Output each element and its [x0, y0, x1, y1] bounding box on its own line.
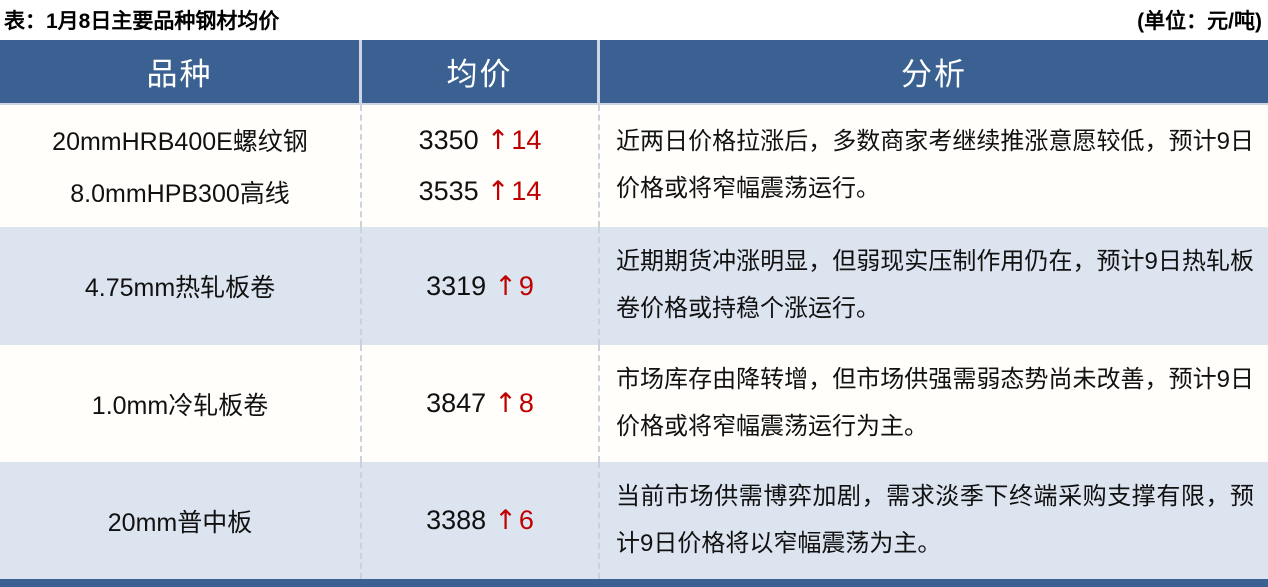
analysis-cell: 近期期货冲涨明显，但弱现实压制作用仍在，预计9日热轧板卷价格或持稳个涨运行。 [600, 227, 1268, 345]
price-change: 14 [511, 125, 542, 155]
unit-label: (单位：元/吨) [1137, 10, 1262, 33]
price-value: 3350 ↑14 [418, 125, 542, 156]
up-arrow-icon: ↑ [494, 270, 517, 302]
analysis-text: 近两日价格拉涨后，多数商家考继续推涨意愿较低，预计9日价格或将窄幅震荡运行。 [616, 128, 1254, 202]
table-row: 20mm普中板 3388 ↑6 当前市场供需博弈加剧，需求淡季下终端采购支撑有限，… [0, 462, 1268, 579]
title-bar: 表：1月8日主要品种钢材均价 (单位：元/吨) [0, 0, 1268, 40]
table-row: 1.0mm冷轧板卷 3847 ↑8 市场库存由降转增，但市场供强需弱态势尚未改善，… [0, 345, 1268, 462]
variety-cell: 1.0mm冷轧板卷 [0, 345, 362, 462]
bottom-accent-bar [0, 579, 1268, 587]
analysis-text: 当前市场供需博弈加剧，需求淡季下终端采购支撑有限，预计9日价格将以窄幅震荡为主。 [616, 482, 1254, 557]
price-value: 3535 ↑14 [418, 176, 542, 207]
analysis-cell: 市场库存由降转增，但市场供强需弱态势尚未改善，预计9日价格或将窄幅震荡运行为主。 [600, 345, 1268, 462]
table-row: 20mmHRB400E螺纹钢 8.0mmHPB300高线 3350 ↑14 353… [0, 105, 1268, 227]
variety-cell: 20mmHRB400E螺纹钢 8.0mmHPB300高线 [0, 105, 362, 227]
product-name: 4.75mm热轧板卷 [84, 274, 276, 302]
variety-cell: 20mm普中板 [0, 462, 362, 579]
price-cell: 3847 ↑8 [362, 345, 600, 462]
price-value: 3319 ↑9 [426, 270, 534, 302]
product-name: 20mm普中板 [107, 508, 253, 537]
analysis-cell: 当前市场供需博弈加剧，需求淡季下终端采购支撑有限，预计9日价格将以窄幅震荡为主。 [600, 462, 1268, 579]
price-change: 6 [518, 505, 534, 535]
price-cell: 3388 ↑6 [362, 462, 600, 579]
col-header-analysis: 分析 [901, 57, 967, 92]
product-name: 8.0mmHPB300高线 [70, 180, 290, 209]
up-arrow-icon: ↑ [494, 388, 517, 419]
price-change: 14 [511, 176, 542, 206]
analysis-text: 市场库存由降转增，但市场供强需弱态势尚未改善，预计9日价格或将窄幅震荡运行为主。 [616, 365, 1254, 440]
table-row: 4.75mm热轧板卷 3319 ↑9 近期期货冲涨明显，但弱现实压制作用仍在，预计… [0, 227, 1268, 345]
table-title: 表：1月8日主要品种钢材均价 [4, 10, 280, 33]
variety-cell: 4.75mm热轧板卷 [0, 227, 362, 345]
up-arrow-icon: ↑ [494, 505, 517, 536]
price-cell: 3319 ↑9 [362, 227, 600, 345]
analysis-text: 近期期货冲涨明显，但弱现实压制作用仍在，预计9日热轧板卷价格或持稳个涨运行。 [616, 248, 1254, 322]
price-cell: 3350 ↑14 3535 ↑14 [362, 105, 600, 227]
table-header-row: 品种 均价 分析 [0, 40, 1268, 105]
analysis-cell: 近两日价格拉涨后，多数商家考继续推涨意愿较低，预计9日价格或将窄幅震荡运行。 [600, 105, 1268, 227]
col-header-price: 均价 [362, 40, 600, 103]
price-change: 8 [518, 388, 534, 418]
up-arrow-icon: ↑ [486, 176, 510, 207]
price-value: 3388 ↑6 [426, 505, 534, 536]
product-name: 1.0mm冷轧板卷 [91, 391, 269, 420]
product-name: 20mmHRB400E螺纹钢 [52, 127, 308, 156]
col-header-variety: 品种 [0, 40, 362, 103]
up-arrow-icon: ↑ [486, 125, 510, 156]
price-value: 3847 ↑8 [426, 388, 534, 419]
price-change: 9 [518, 270, 534, 301]
